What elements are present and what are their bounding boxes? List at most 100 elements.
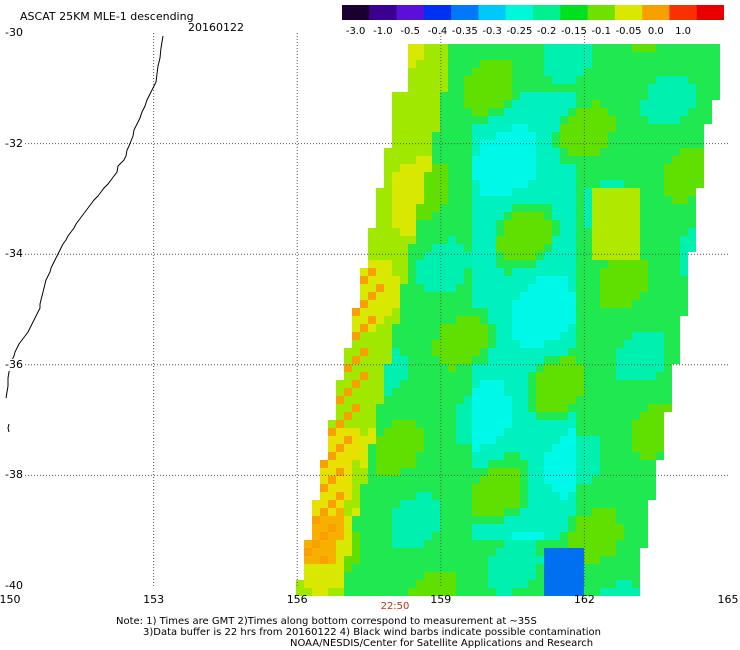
swath-cell xyxy=(512,52,520,60)
swath-cell xyxy=(432,220,440,228)
swath-cell xyxy=(544,212,552,220)
swath-cell xyxy=(552,460,560,468)
swath-cell xyxy=(552,44,560,52)
swath-cell xyxy=(352,516,360,524)
swath-cell xyxy=(384,228,392,236)
swath-cell xyxy=(544,316,552,324)
swath-cell xyxy=(616,364,624,372)
swath-cell xyxy=(504,356,512,364)
swath-cell xyxy=(592,308,600,316)
swath-cell xyxy=(640,252,648,260)
swath-cell xyxy=(504,172,512,180)
swath-cell xyxy=(304,548,312,556)
swath-cell xyxy=(544,460,552,468)
swath-cell xyxy=(416,164,424,172)
swath-cell xyxy=(536,580,544,588)
swath-cell xyxy=(504,468,512,476)
swath-cell xyxy=(424,124,432,132)
swath-cell xyxy=(384,524,392,532)
swath-cell xyxy=(464,228,472,236)
swath-cell xyxy=(504,308,512,316)
swath-cell xyxy=(560,540,568,548)
swath-cell xyxy=(432,228,440,236)
swath-cell xyxy=(504,220,512,228)
swath-cell xyxy=(592,332,600,340)
swath-cell xyxy=(568,372,576,380)
swath-cell xyxy=(376,508,384,516)
swath-cell xyxy=(392,556,400,564)
swath-cell xyxy=(384,308,392,316)
swath-cell xyxy=(480,444,488,452)
swath-cell xyxy=(344,492,352,500)
swath-cell xyxy=(400,564,408,572)
swath-cell xyxy=(328,556,336,564)
swath-cell xyxy=(520,148,528,156)
swath-cell xyxy=(608,228,616,236)
swath-cell xyxy=(672,60,680,68)
swath-cell xyxy=(456,364,464,372)
swath-cell xyxy=(680,172,688,180)
swath-cell xyxy=(528,100,536,108)
swath-cell xyxy=(416,108,424,116)
swath-cell xyxy=(560,588,568,596)
swath-cell xyxy=(472,316,480,324)
swath-cell xyxy=(488,484,496,492)
swath-cell xyxy=(384,260,392,268)
swath-cell xyxy=(424,420,432,428)
swath-cell xyxy=(472,444,480,452)
swath-cell xyxy=(440,260,448,268)
swath-cell xyxy=(536,180,544,188)
swath-cell xyxy=(488,340,496,348)
swath-cell xyxy=(392,460,400,468)
swath-cell xyxy=(424,564,432,572)
swath-cell xyxy=(528,364,536,372)
swath-cell xyxy=(480,436,488,444)
swath-cell xyxy=(512,116,520,124)
swath-cell xyxy=(456,340,464,348)
swath-cell xyxy=(376,388,384,396)
swath-cell xyxy=(480,132,488,140)
swath-cell xyxy=(496,60,504,68)
swath-cell xyxy=(648,156,656,164)
swath-cell xyxy=(400,372,408,380)
swath-cell xyxy=(584,44,592,52)
swath-cell xyxy=(568,572,576,580)
swath-cell xyxy=(480,532,488,540)
swath-cell xyxy=(560,564,568,572)
swath-cell xyxy=(568,84,576,92)
swath-cell xyxy=(408,404,416,412)
swath-cell xyxy=(624,300,632,308)
swath-cell xyxy=(616,196,624,204)
swath-cell xyxy=(696,100,704,108)
swath-cell xyxy=(552,300,560,308)
swath-cell xyxy=(472,516,480,524)
swath-cell xyxy=(360,580,368,588)
swath-cell xyxy=(472,244,480,252)
swath-cell xyxy=(672,340,680,348)
swath-cell xyxy=(464,268,472,276)
swath-cell xyxy=(632,484,640,492)
note-line-2: 3)Data buffer is 22 hrs from 20160122 4)… xyxy=(143,627,601,638)
swath-cell xyxy=(656,84,664,92)
swath-cell xyxy=(576,164,584,172)
swath-cell xyxy=(624,276,632,284)
swath-cell xyxy=(472,532,480,540)
swath-cell xyxy=(520,172,528,180)
swath-cell xyxy=(536,508,544,516)
swath-cell xyxy=(584,372,592,380)
swath-cell xyxy=(408,324,416,332)
swath-cell xyxy=(472,252,480,260)
swath-cell xyxy=(680,76,688,84)
swath-cell xyxy=(504,348,512,356)
swath-cell xyxy=(304,540,312,548)
swath-cell xyxy=(352,484,360,492)
swath-cell xyxy=(416,212,424,220)
swath-cell xyxy=(600,52,608,60)
swath-cell xyxy=(536,252,544,260)
swath-cell xyxy=(408,452,416,460)
swath-cell xyxy=(608,212,616,220)
swath-cell xyxy=(680,108,688,116)
swath-cell xyxy=(632,500,640,508)
swath-cell xyxy=(480,276,488,284)
swath-cell xyxy=(576,540,584,548)
